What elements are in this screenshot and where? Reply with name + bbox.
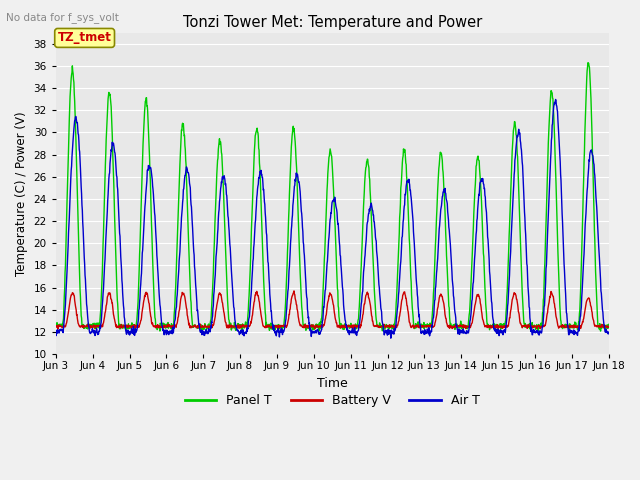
Panel T <box>278 329 286 335</box>
Title: Tonzi Tower Met: Temperature and Power: Tonzi Tower Met: Temperature and Power <box>182 15 482 30</box>
Battery V <box>491 323 499 328</box>
Air T <box>552 96 559 102</box>
Air T <box>605 329 612 335</box>
Panel T <box>419 323 426 328</box>
Battery V <box>237 325 244 331</box>
Battery V <box>52 324 60 329</box>
Air T <box>237 329 244 335</box>
Panel T <box>161 323 169 328</box>
Air T <box>52 330 60 336</box>
Battery V <box>605 324 612 329</box>
Line: Air T: Air T <box>56 99 609 338</box>
Panel T <box>491 321 499 327</box>
Panel T <box>605 322 612 327</box>
Air T <box>540 316 547 322</box>
Panel T <box>52 321 60 326</box>
Air T <box>161 328 169 334</box>
Air T <box>491 327 499 333</box>
Line: Panel T: Panel T <box>56 63 609 332</box>
Air T <box>387 336 395 341</box>
Air T <box>175 267 182 273</box>
Air T <box>419 329 426 335</box>
Text: No data for f_sys_volt: No data for f_sys_volt <box>6 12 119 23</box>
Panel T <box>584 60 592 66</box>
Battery V <box>419 323 426 329</box>
X-axis label: Time: Time <box>317 377 348 390</box>
Y-axis label: Temperature (C) / Power (V): Temperature (C) / Power (V) <box>15 111 28 276</box>
Battery V <box>175 310 182 316</box>
Panel T <box>540 297 547 303</box>
Legend: Panel T, Battery V, Air T: Panel T, Battery V, Air T <box>180 389 484 412</box>
Text: TZ_tmet: TZ_tmet <box>58 31 111 45</box>
Battery V <box>274 326 282 332</box>
Battery V <box>161 324 169 329</box>
Panel T <box>175 192 182 198</box>
Battery V <box>540 324 548 329</box>
Line: Battery V: Battery V <box>56 291 609 329</box>
Panel T <box>237 322 244 327</box>
Battery V <box>290 288 298 294</box>
